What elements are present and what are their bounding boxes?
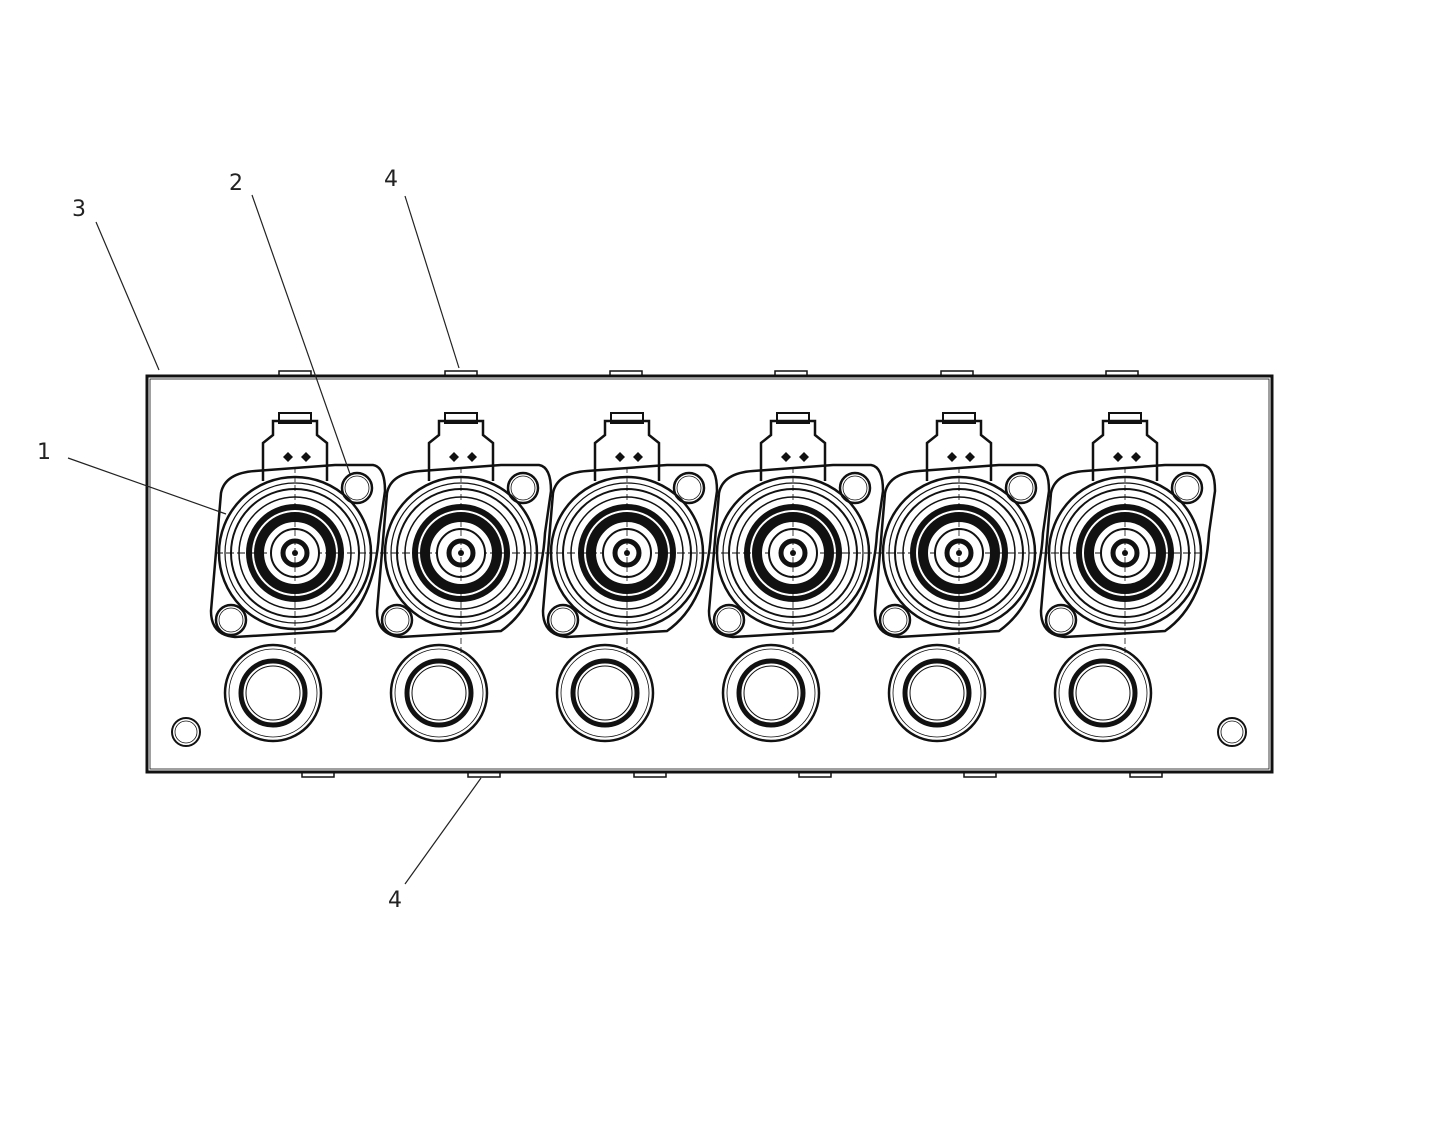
- top-tab-2: [444, 370, 478, 377]
- flange-bolt-lower: [546, 603, 580, 637]
- port-ring: [1053, 643, 1153, 743]
- top-tab-6: [1105, 370, 1139, 377]
- flange-bolt-upper: [340, 471, 374, 505]
- bottom-tab-6: [1129, 771, 1163, 778]
- top-tab-1: [278, 370, 312, 377]
- solenoid-coil: [715, 467, 871, 653]
- solenoid-3: [541, 412, 719, 743]
- flange-bolt-upper: [1170, 471, 1204, 505]
- connector: [261, 412, 329, 481]
- solenoid-coil: [383, 467, 539, 653]
- flange-bolt-upper: [672, 471, 706, 505]
- solenoid-group: [209, 412, 1217, 743]
- top-tab-4: [774, 370, 808, 377]
- callout-3-label: 3: [72, 197, 86, 222]
- flange-bolt-lower: [878, 603, 912, 637]
- solenoid-coil: [881, 467, 1037, 653]
- solenoid-4: [707, 412, 885, 743]
- port-ring: [555, 643, 655, 743]
- port-ring: [223, 643, 323, 743]
- solenoid-2: [375, 412, 553, 743]
- connector: [759, 412, 827, 481]
- flange-bolt-lower: [712, 603, 746, 637]
- top-tab-5: [940, 370, 974, 377]
- mounting-hole-right: [1217, 717, 1247, 747]
- callout-4-top-label: 4: [384, 167, 398, 192]
- bottom-tab-3: [633, 771, 667, 778]
- flange-bolt-lower: [1044, 603, 1078, 637]
- connector: [593, 412, 661, 481]
- flange-bolt-lower: [214, 603, 248, 637]
- bottom-tab-2: [467, 771, 501, 778]
- bottom-tab-5: [963, 771, 997, 778]
- flange-bolt-upper: [1004, 471, 1038, 505]
- flange-bolt-upper: [506, 471, 540, 505]
- callout-4-top: 4: [384, 167, 460, 369]
- mounting-hole-left: [171, 717, 201, 747]
- top-tab-3: [609, 370, 643, 377]
- plate-tabs: [278, 370, 1163, 778]
- valve-body-plate: [145, 374, 1274, 774]
- port-ring: [389, 643, 489, 743]
- callout-3: 3: [72, 197, 160, 371]
- solenoid-coil: [217, 467, 373, 653]
- connector: [1091, 412, 1159, 481]
- callout-1-label: 1: [37, 440, 51, 465]
- port-ring: [887, 643, 987, 743]
- solenoid-5: [873, 412, 1051, 743]
- connector: [925, 412, 993, 481]
- connector: [427, 412, 495, 481]
- bottom-tab-4: [798, 771, 832, 778]
- flange-bolt-upper: [838, 471, 872, 505]
- solenoid-6: [1039, 412, 1217, 743]
- callout-4-bottom: 4: [388, 777, 482, 913]
- callout-1: 1: [37, 440, 227, 515]
- solenoid-coil: [549, 467, 705, 653]
- callout-2: 2: [229, 171, 351, 475]
- solenoid-1: [209, 412, 387, 743]
- bottom-tab-1: [301, 771, 335, 778]
- flange-bolt-lower: [380, 603, 414, 637]
- callout-2-label: 2: [229, 171, 243, 196]
- callout-4-bottom-label: 4: [388, 888, 402, 913]
- solenoid-coil: [1047, 467, 1203, 653]
- port-ring: [721, 643, 821, 743]
